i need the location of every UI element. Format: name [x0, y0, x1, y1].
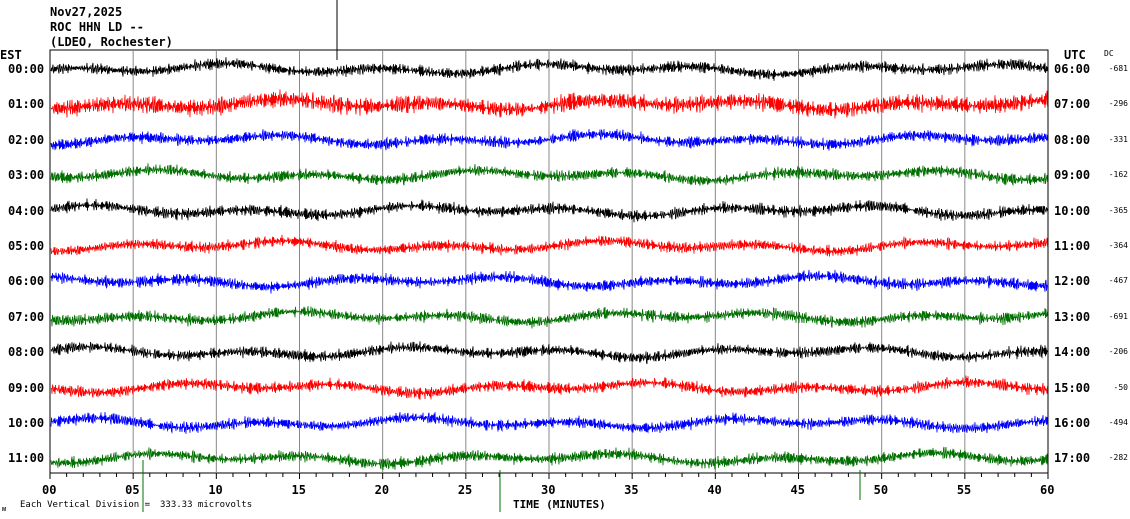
dc-offset-value: -681	[1108, 64, 1128, 73]
utc-row-label: 12:00	[1054, 274, 1091, 289]
dc-offset-value: -365	[1108, 205, 1128, 215]
scale-value: 333.33 microvolts	[160, 500, 253, 510]
utc-row-label: 14:00	[1054, 345, 1091, 360]
utc-row-label: 08:00	[1054, 132, 1091, 147]
dc-offset-value: -296	[1108, 99, 1128, 109]
dc-offset-value: -494	[1108, 418, 1128, 427]
utc-row-label: 15:00	[1054, 380, 1091, 395]
x-tick-label: 15	[291, 483, 306, 497]
utc-row-label: 17:00	[1054, 451, 1091, 466]
dc-offset-value: -364	[1108, 241, 1128, 250]
seismic-trace	[50, 163, 1048, 186]
utc-row-label: 10:00	[1054, 203, 1091, 218]
seismic-trace	[50, 57, 1048, 81]
x-tick-label: 35	[624, 483, 639, 497]
x-tick-label: 40	[707, 483, 722, 497]
dc-offset-value: -282	[1108, 453, 1128, 463]
est-row-label: 02:00	[8, 132, 45, 147]
seismic-trace	[50, 306, 1048, 329]
est-row-label: 10:00	[8, 416, 45, 430]
x-tick-label: 30	[541, 483, 556, 497]
utc-axis-title: UTC	[1064, 48, 1086, 62]
x-axis-label: TIME (MINUTES)	[513, 498, 606, 511]
est-row-label: 04:00	[8, 203, 45, 218]
est-row-label: 01:00	[8, 97, 45, 112]
seismic-trace	[50, 234, 1048, 257]
dc-offset-value: -206	[1108, 347, 1128, 357]
dc-offset-value: -691	[1108, 311, 1128, 321]
est-row-label: 00:00	[8, 62, 45, 76]
seismic-trace	[50, 269, 1048, 294]
logo-symbol: ᴍ	[2, 505, 7, 513]
scale-label: Each Vertical Division =	[20, 500, 151, 510]
est-axis-title: EST	[0, 48, 22, 62]
x-tick-label: 05	[125, 483, 140, 497]
x-tick-label: 60	[1040, 483, 1055, 497]
est-row-label: 03:00	[8, 168, 45, 183]
utc-row-label: 07:00	[1054, 97, 1091, 112]
seismic-trace	[50, 89, 1048, 119]
est-row-label: 09:00	[8, 380, 45, 395]
dc-offset-value: -467	[1108, 276, 1128, 286]
station-label: ROC HHN LD --	[50, 20, 144, 34]
utc-row-label: 13:00	[1054, 309, 1091, 324]
utc-row-label: 09:00	[1054, 168, 1091, 183]
x-tick-label: 20	[374, 483, 390, 497]
seismic-trace	[50, 341, 1048, 365]
network-label: (LDEO, Rochester)	[50, 35, 173, 49]
dc-offset-value: -162	[1108, 170, 1128, 180]
x-tick-label: 55	[956, 483, 972, 497]
dc-offset-value: -331	[1108, 134, 1128, 144]
est-row-label: 07:00	[8, 309, 45, 324]
x-tick-label: 25	[457, 483, 473, 497]
est-row-label: 08:00	[8, 345, 45, 360]
est-row-label: 06:00	[8, 274, 45, 289]
est-row-label: 11:00	[8, 451, 45, 466]
seismic-trace	[50, 198, 1048, 223]
x-tick-label: 50	[873, 483, 889, 497]
dc-offset-value: -50	[1113, 382, 1128, 392]
utc-row-label: 11:00	[1054, 239, 1091, 253]
x-tick-label: 00	[42, 483, 57, 497]
utc-row-label: 06:00	[1054, 62, 1091, 76]
seismic-trace	[50, 411, 1048, 434]
seismic-trace	[50, 128, 1048, 151]
x-tick-label: 45	[790, 483, 805, 497]
x-tick-label: 10	[208, 483, 223, 497]
date-label: Nov27,2025	[50, 5, 123, 19]
utc-row-label: 16:00	[1054, 416, 1091, 430]
est-row-label: 05:00	[8, 239, 45, 253]
seismic-trace	[50, 446, 1048, 471]
seismic-trace	[50, 375, 1048, 400]
dc-title: DC	[1104, 49, 1114, 58]
